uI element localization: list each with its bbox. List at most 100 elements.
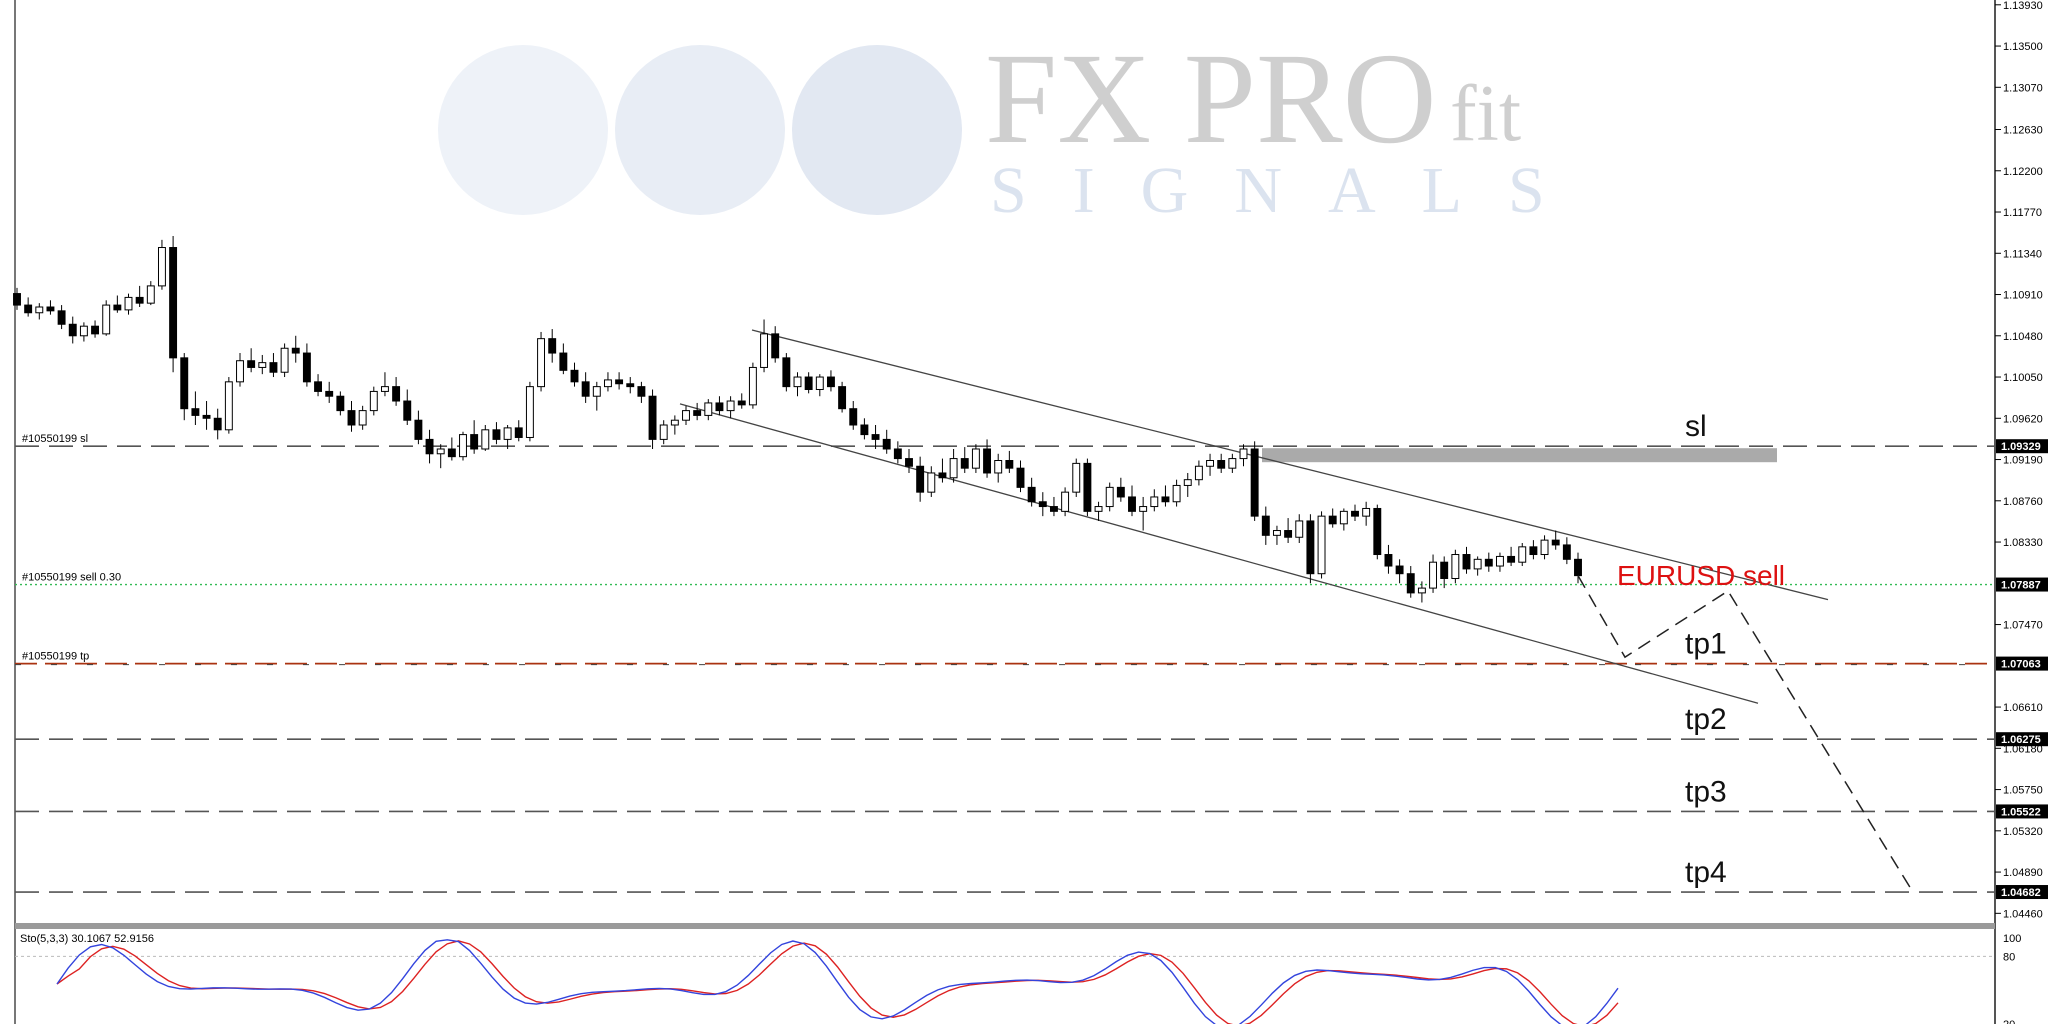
candle-body (1495, 555, 1504, 567)
candle-body (314, 381, 323, 392)
candle-body (793, 376, 802, 388)
candle-body (347, 410, 356, 426)
level-label-tp4: tp4 (1685, 856, 1727, 889)
symbol-label: EURUSD sell (1617, 560, 1785, 591)
candle-body (369, 390, 378, 412)
candle-body (1440, 561, 1449, 580)
candle-body (1317, 515, 1326, 575)
candle-body (882, 438, 891, 450)
candle-body (1507, 555, 1516, 563)
candle-body (1049, 506, 1058, 512)
candle-body (537, 338, 546, 388)
level-label-tp3: tp3 (1685, 775, 1727, 808)
candle-body (548, 338, 557, 354)
candle-body (492, 429, 501, 440)
candle-body (1540, 539, 1549, 556)
candle-body (113, 304, 122, 311)
candle-body (1128, 496, 1136, 512)
candle-body (815, 376, 824, 391)
price-tick-label: 1.04460 (2003, 908, 2043, 920)
candle-body (68, 323, 77, 337)
candle-body (1083, 462, 1092, 512)
candle-body (581, 381, 590, 397)
stoch-signal-line (56, 940, 1619, 1028)
candle-body (1027, 486, 1036, 503)
stoch-main-line (56, 939, 1619, 1028)
watermark-suffix: fit (1450, 70, 1521, 158)
price-tick-label: 1.04890 (2003, 867, 2043, 879)
candle-body (481, 429, 490, 450)
price-box-tp3 (1996, 804, 2048, 819)
candle-body (414, 419, 423, 440)
candle-body (91, 325, 100, 335)
candle-body (760, 333, 769, 368)
candle-body (1005, 460, 1014, 469)
price-box-label-tp4: 1.04682 (2001, 887, 2041, 899)
projection-path (1577, 575, 1914, 893)
candle-body (715, 402, 724, 412)
candle-body (782, 357, 791, 388)
candle-body (13, 293, 21, 306)
candle-body (1072, 462, 1081, 493)
candle-body (1038, 501, 1047, 508)
candle-body (1172, 484, 1181, 503)
candle-body (1473, 558, 1482, 570)
price-tick-label: 1.13070 (2003, 82, 2043, 94)
price-tick-label: 1.13500 (2003, 41, 2043, 53)
watermark-brand: FX PRO (985, 27, 1437, 171)
candle-body (1417, 587, 1426, 594)
candle-body (559, 352, 568, 371)
candle-body (425, 438, 434, 455)
candle-body (1284, 530, 1293, 538)
indicator-label: Sto(5,3,3) 30.1067 52.9156 (20, 933, 154, 945)
candle-body (804, 376, 813, 391)
candle-body (682, 410, 690, 421)
candle-body (146, 285, 155, 304)
channel-layer (679, 329, 1829, 704)
candle-body (1228, 458, 1237, 469)
price-tick-label: 1.12200 (2003, 166, 2043, 178)
candle-body (258, 362, 267, 368)
candle-body (24, 304, 33, 314)
candle-body (1339, 510, 1348, 525)
candle-body (191, 408, 200, 416)
price-tick-label: 1.08330 (2003, 537, 2043, 549)
order-label-entry: #10550199 sell 0.30 (22, 572, 121, 584)
candle-body (849, 408, 858, 426)
candle-body (392, 386, 401, 402)
candle-body (1194, 465, 1203, 481)
stochastic-panel: Sto(5,3,3) 30.1067 52.9156 100 80 20 (15, 933, 2021, 1028)
price-box-tp4 (1996, 885, 2048, 900)
order-label-tp1: #10550199 tp (22, 651, 89, 663)
price-tick-label: 1.10480 (2003, 331, 2043, 343)
candle-body (1295, 520, 1304, 538)
candle-body (960, 458, 969, 469)
candle-body (648, 395, 657, 440)
candle-body (670, 419, 679, 426)
price-tick-label: 1.07470 (2003, 620, 2043, 632)
price-tick-label: 1.10910 (2003, 290, 2043, 302)
price-box-label-sl: 1.09329 (2001, 441, 2041, 453)
candle-body (693, 410, 702, 416)
candle-body (1451, 554, 1460, 580)
candle-body (626, 383, 635, 388)
candle-body (726, 400, 735, 412)
candle-body (224, 381, 233, 431)
candle-body (169, 247, 178, 359)
stoch-level-label: 80 (2003, 951, 2015, 963)
candle-body (771, 333, 780, 359)
levels-layer: #10550199 sl sl #10550199 sell 0.30 #105501… (15, 410, 1995, 893)
candle-body (202, 414, 211, 419)
candle-body (280, 347, 289, 373)
price-tick-label: 1.11770 (2003, 207, 2042, 219)
order-label-sl: #10550199 sl (22, 433, 88, 445)
candle-body (79, 325, 88, 337)
candle-body (1351, 510, 1359, 517)
candle-body (916, 465, 925, 493)
candle-body (737, 400, 746, 406)
price-box-label-tp2: 1.06275 (2001, 734, 2041, 746)
candle-body (302, 352, 311, 383)
price-tick-label: 1.11340 (2003, 248, 2042, 260)
